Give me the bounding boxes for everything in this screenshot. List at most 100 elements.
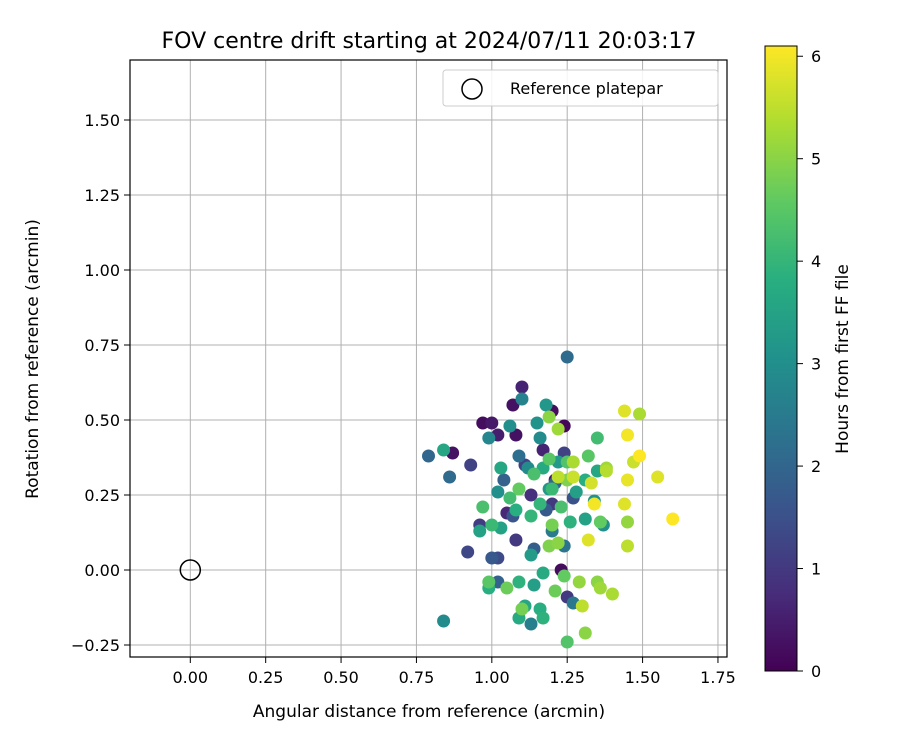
data-point [500,581,514,595]
data-point [578,626,592,640]
x-tick-label: 0.50 [323,668,359,687]
data-point [527,467,541,481]
data-point [560,635,574,649]
data-point [581,449,595,463]
colorbar-ticks: 0 1 2 3 4 5 6 [797,47,821,681]
data-point [621,428,634,442]
data-point [485,518,499,532]
x-axis-label: Angular distance from reference (arcmin) [253,702,605,722]
data-point [512,482,526,496]
data-point [512,575,526,589]
colorbar-tick-label: 3 [811,355,821,374]
data-point [599,464,613,478]
x-tick-label: 1.50 [625,668,661,687]
y-tick-label: 0.25 [84,486,120,505]
data-point [633,407,647,421]
data-point [524,509,538,523]
data-point [530,416,544,430]
data-point [557,569,571,583]
data-point [572,575,586,589]
data-point [485,416,499,430]
data-point [485,551,499,565]
colorbar-tick-label: 2 [811,457,821,476]
data-point [533,431,547,445]
data-point [524,488,538,502]
data-point [482,575,496,589]
data-point [551,470,565,484]
data-point [464,458,478,472]
data-point [666,512,680,526]
data-point [515,392,529,406]
data-point [548,584,562,598]
data-point [509,503,523,517]
data-point [560,350,574,364]
data-point [545,518,559,532]
data-point [491,485,505,499]
x-tick-label: 0.00 [172,668,208,687]
data-point [422,449,435,463]
data-point [551,536,565,550]
data-point [482,431,496,445]
data-point [437,443,451,457]
data-point [593,515,607,529]
y-tick-label: −0.25 [71,636,120,655]
data-point [536,611,550,625]
x-axis-ticks: 0.00 0.25 0.50 0.75 1.00 1.25 1.50 1.75 [172,657,736,687]
data-point [494,461,508,475]
data-point [443,470,457,484]
data-point [539,398,553,412]
data-point [651,470,665,484]
y-tick-label: 0.75 [84,336,120,355]
data-point [605,587,619,601]
reference-marker-group [179,559,202,581]
chart-title: FOV centre drift starting at 2024/07/11 … [162,29,697,54]
legend: Reference platepar [442,69,719,107]
y-tick-label: 1.25 [84,186,120,205]
data-point [575,599,589,613]
x-tick-label: 1.75 [700,668,736,687]
colorbar-tick-label: 5 [811,150,821,169]
data-point [569,485,583,499]
data-point [621,539,634,553]
legend-entry-reference: Reference platepar [510,79,663,98]
data-point [566,455,580,469]
legend-reference-marker [461,78,483,100]
colorbar-tick-label: 4 [811,252,821,271]
data-point [515,602,529,616]
scatter-points [422,350,680,649]
data-point [476,500,490,514]
colorbar-label: Hours from first FF file [833,264,853,454]
data-point [536,566,550,580]
y-axis-label: Rotation from reference (arcmin) [23,219,43,499]
y-axis-ticks: −0.25 0.00 0.25 0.50 0.75 1.00 1.25 1.50 [71,111,130,655]
data-point [566,470,580,484]
colorbar-tick-label: 6 [811,47,821,66]
colorbar: 0 1 2 3 4 5 6 Hours from first FF file [764,45,853,681]
data-point [527,578,541,592]
x-tick-label: 1.25 [549,668,585,687]
data-point [509,533,523,547]
y-tick-label: 0.50 [84,411,120,430]
plot-area [130,60,727,657]
data-point [437,614,451,628]
data-point [584,476,598,490]
data-point [617,497,631,511]
data-point [542,410,556,424]
data-point [617,404,631,418]
colorbar-tick-label: 1 [811,560,821,579]
x-tick-label: 1.00 [474,668,510,687]
data-point [503,419,517,433]
data-point [497,473,511,487]
data-point [533,497,547,511]
plot-frame [129,59,728,658]
data-point [578,512,592,526]
data-point [524,617,538,631]
data-point [542,452,556,466]
data-point [633,449,647,463]
colorbar-tick-label: 0 [811,662,821,681]
data-point [545,482,559,496]
y-tick-label: 1.00 [84,261,120,280]
data-point [581,533,595,547]
data-point [503,491,517,505]
